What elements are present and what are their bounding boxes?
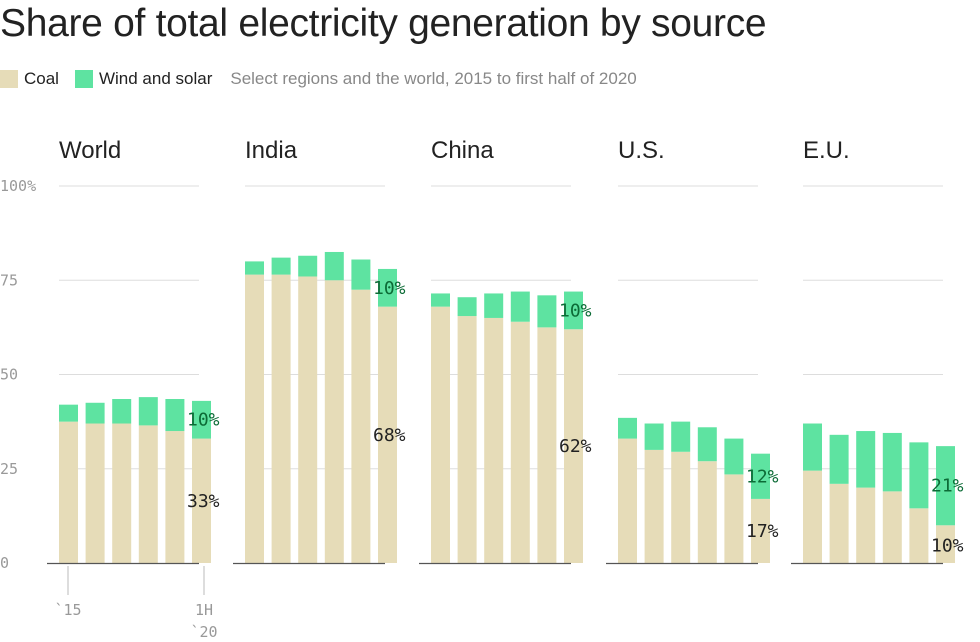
x-tick-label: `15 [54, 601, 81, 619]
wind-solar-bar [671, 421, 691, 452]
coal-bar [112, 423, 132, 563]
coal-bar [697, 461, 717, 563]
coal-bar [751, 498, 770, 563]
coal-bar [618, 438, 637, 563]
coal-bar [165, 431, 185, 563]
coal-bar [351, 289, 371, 563]
coal-swatch [0, 70, 18, 88]
wind-solar-bar [618, 417, 637, 439]
coal-bar [85, 423, 105, 563]
coal-bar [671, 451, 691, 563]
x-tick-label: `20 [190, 623, 217, 641]
panel-title: U.S. [618, 137, 665, 164]
coal-bar [378, 306, 397, 563]
coal-bar [644, 449, 664, 563]
wind-solar-bar [484, 293, 504, 318]
y-tick-label: 75 [0, 271, 18, 289]
wind-solar-bar [644, 423, 664, 450]
wind-solar-bar [697, 427, 717, 462]
wind-solar-bar [751, 453, 770, 499]
wind-solar-bar [564, 291, 583, 330]
wind-solar-data-label: 21% [931, 476, 964, 497]
chart-title: Share of total electricity generation by… [0, 2, 767, 45]
coal-bar [882, 491, 902, 563]
y-tick-label: 25 [0, 460, 18, 478]
wind-solar-bar [829, 434, 849, 484]
coal-bar [856, 487, 876, 563]
wind-solar-bar [192, 400, 211, 439]
coal-data-label: 10% [931, 535, 964, 556]
y-tick-label: 0 [0, 554, 9, 572]
coal-bar [564, 329, 583, 563]
coal-bar [431, 306, 450, 563]
wind-solar-data-label: 10% [373, 278, 406, 299]
legend-label-coal: Coal [24, 69, 59, 88]
wind-solar-bar [112, 399, 132, 424]
coal-bar [298, 276, 318, 563]
wind-solar-bar [324, 251, 344, 281]
coal-bar [457, 316, 477, 563]
coal-bar [829, 483, 849, 563]
wind-solar-bar [378, 268, 397, 307]
wind-solar-bar [724, 438, 744, 475]
wind-solar-bar [882, 432, 902, 492]
y-tick-label: 50 [0, 366, 18, 384]
wind-solar-bar [936, 446, 955, 526]
coal-bar [59, 421, 78, 563]
legend: Coal Wind and solar Select regions and t… [0, 67, 637, 91]
panel-title: India [245, 137, 298, 164]
wind-solar-data-label: 12% [746, 466, 779, 487]
wind-solar-bar [909, 442, 929, 509]
coal-bar [803, 470, 822, 563]
panel-title: E.U. [803, 137, 850, 164]
wind-solar-data-label: 10% [559, 300, 592, 321]
x-tick-label: 1H [195, 601, 213, 619]
wind-solar-bar [138, 397, 158, 426]
wind-solar-bar [165, 399, 185, 432]
wind-solar-bar [298, 255, 318, 277]
coal-data-label: 68% [373, 425, 406, 446]
coal-bar [192, 438, 211, 563]
wind-solar-bar [510, 291, 530, 322]
wind-solar-data-label: 10% [187, 410, 220, 431]
panel-title: World [59, 137, 121, 164]
coal-bar [936, 525, 955, 563]
wind-solar-bar [431, 293, 450, 307]
coal-bar [510, 321, 530, 563]
wind-solar-bar [59, 404, 78, 422]
wind-solar-bar [85, 402, 105, 424]
wind-solar-bar [245, 261, 264, 275]
coal-bar [724, 474, 744, 563]
wind-solar-bar [351, 259, 371, 290]
coal-bar [245, 274, 264, 563]
wind-solar-bar [803, 423, 822, 471]
coal-data-label: 17% [746, 521, 779, 542]
wind-solar-bar [457, 297, 477, 317]
chart-subtitle: Select regions and the world, 2015 to fi… [230, 69, 637, 88]
y-tick-label: 100% [0, 177, 36, 195]
coal-bar [537, 327, 557, 563]
coal-data-label: 62% [559, 436, 592, 457]
coal-bar [484, 317, 504, 563]
legend-label-wind-solar: Wind and solar [98, 69, 213, 88]
wind-solar-swatch [74, 70, 93, 88]
coal-bar [138, 425, 158, 563]
coal-bar [324, 280, 344, 563]
panel-title: China [431, 137, 494, 164]
coal-bar [271, 274, 291, 563]
wind-solar-bar [537, 295, 557, 328]
wind-solar-bar [856, 431, 876, 488]
wind-solar-bar [271, 257, 291, 275]
coal-data-label: 33% [187, 491, 220, 512]
coal-bar [909, 508, 929, 563]
